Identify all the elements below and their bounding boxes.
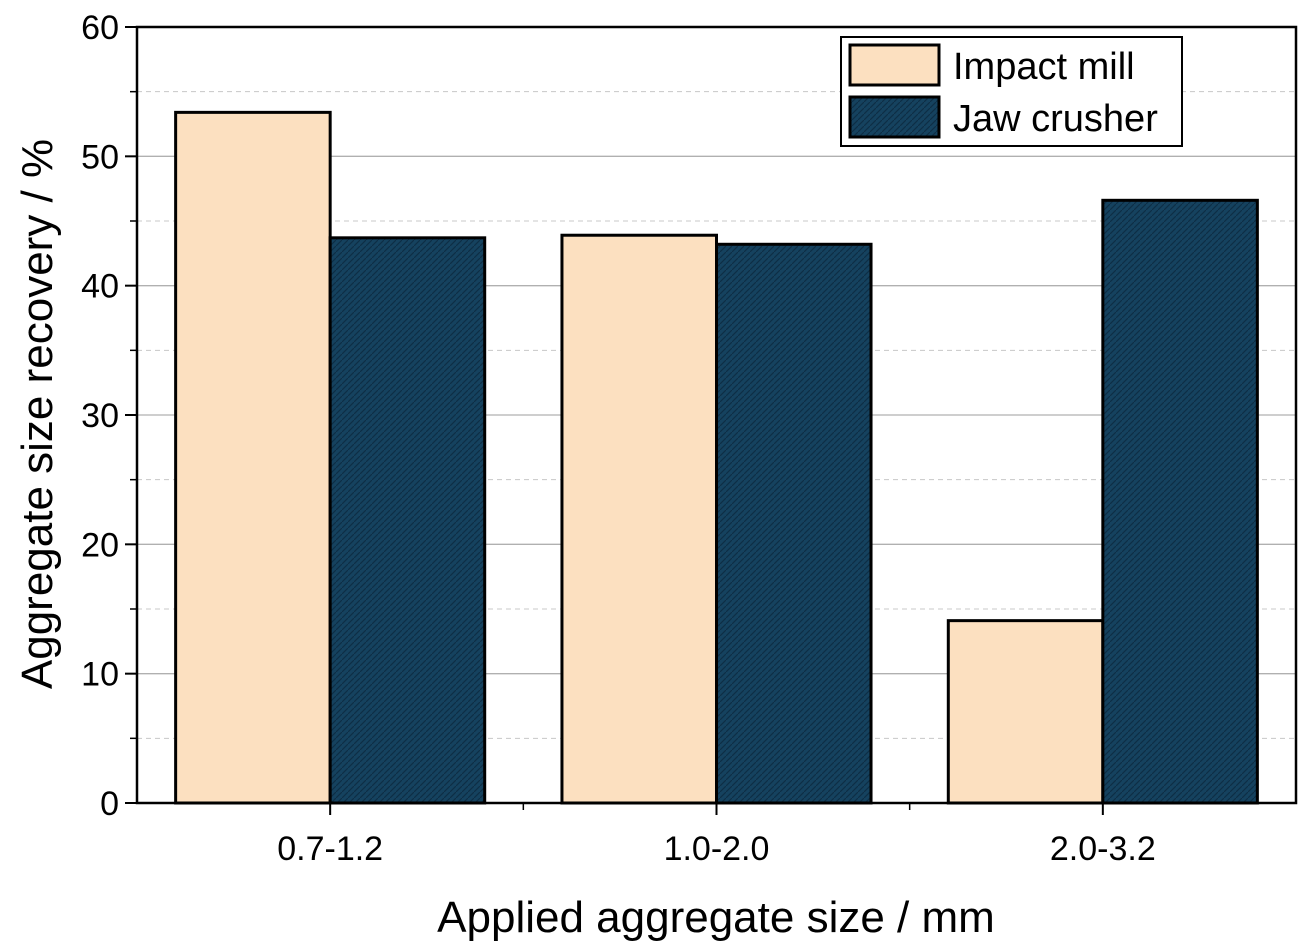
y-tick-label: 10 bbox=[81, 656, 119, 694]
x-tick-label: 1.0-2.0 bbox=[664, 830, 770, 868]
legend-swatch-jaw-crusher bbox=[848, 95, 941, 139]
legend: Impact mill Jaw crusher bbox=[840, 36, 1183, 147]
bar-layer bbox=[174, 110, 1259, 805]
y-tick-label: 60 bbox=[81, 9, 119, 47]
y-tick-label: 0 bbox=[100, 785, 119, 823]
bar-jaw-crusher-1.0-2.0 bbox=[715, 242, 873, 805]
x-tick-label: 0.7-1.2 bbox=[277, 830, 383, 868]
x-axis-title: Applied aggregate size / mm bbox=[437, 893, 995, 942]
y-axis-title: Aggregate size recovery / % bbox=[13, 139, 62, 689]
legend-label-impact-mill: Impact mill bbox=[953, 46, 1135, 88]
legend-label-jaw-crusher: Jaw crusher bbox=[953, 98, 1158, 140]
y-tick-label: 30 bbox=[81, 397, 119, 435]
y-tick-label: 50 bbox=[81, 138, 119, 176]
bar-jaw-crusher-0.7-1.2 bbox=[328, 236, 487, 805]
bar-impact-mill-2.0-3.2 bbox=[946, 619, 1105, 805]
axis-layer: 0.7-1.2 1.0-2.0 2.0-3.2 0 10 20 30 40 50 60 bbox=[81, 9, 1298, 868]
bar-impact-mill-1.0-2.0 bbox=[560, 233, 719, 805]
y-tick-label: 20 bbox=[81, 526, 119, 564]
bar-jaw-crusher-2.0-3.2 bbox=[1101, 198, 1259, 805]
y-tick-label: 40 bbox=[81, 268, 119, 306]
bar-impact-mill-0.7-1.2 bbox=[174, 110, 332, 805]
x-tick-label: 2.0-3.2 bbox=[1050, 830, 1156, 868]
legend-swatch-impact-mill bbox=[848, 43, 941, 87]
plot-frame bbox=[135, 25, 1298, 805]
